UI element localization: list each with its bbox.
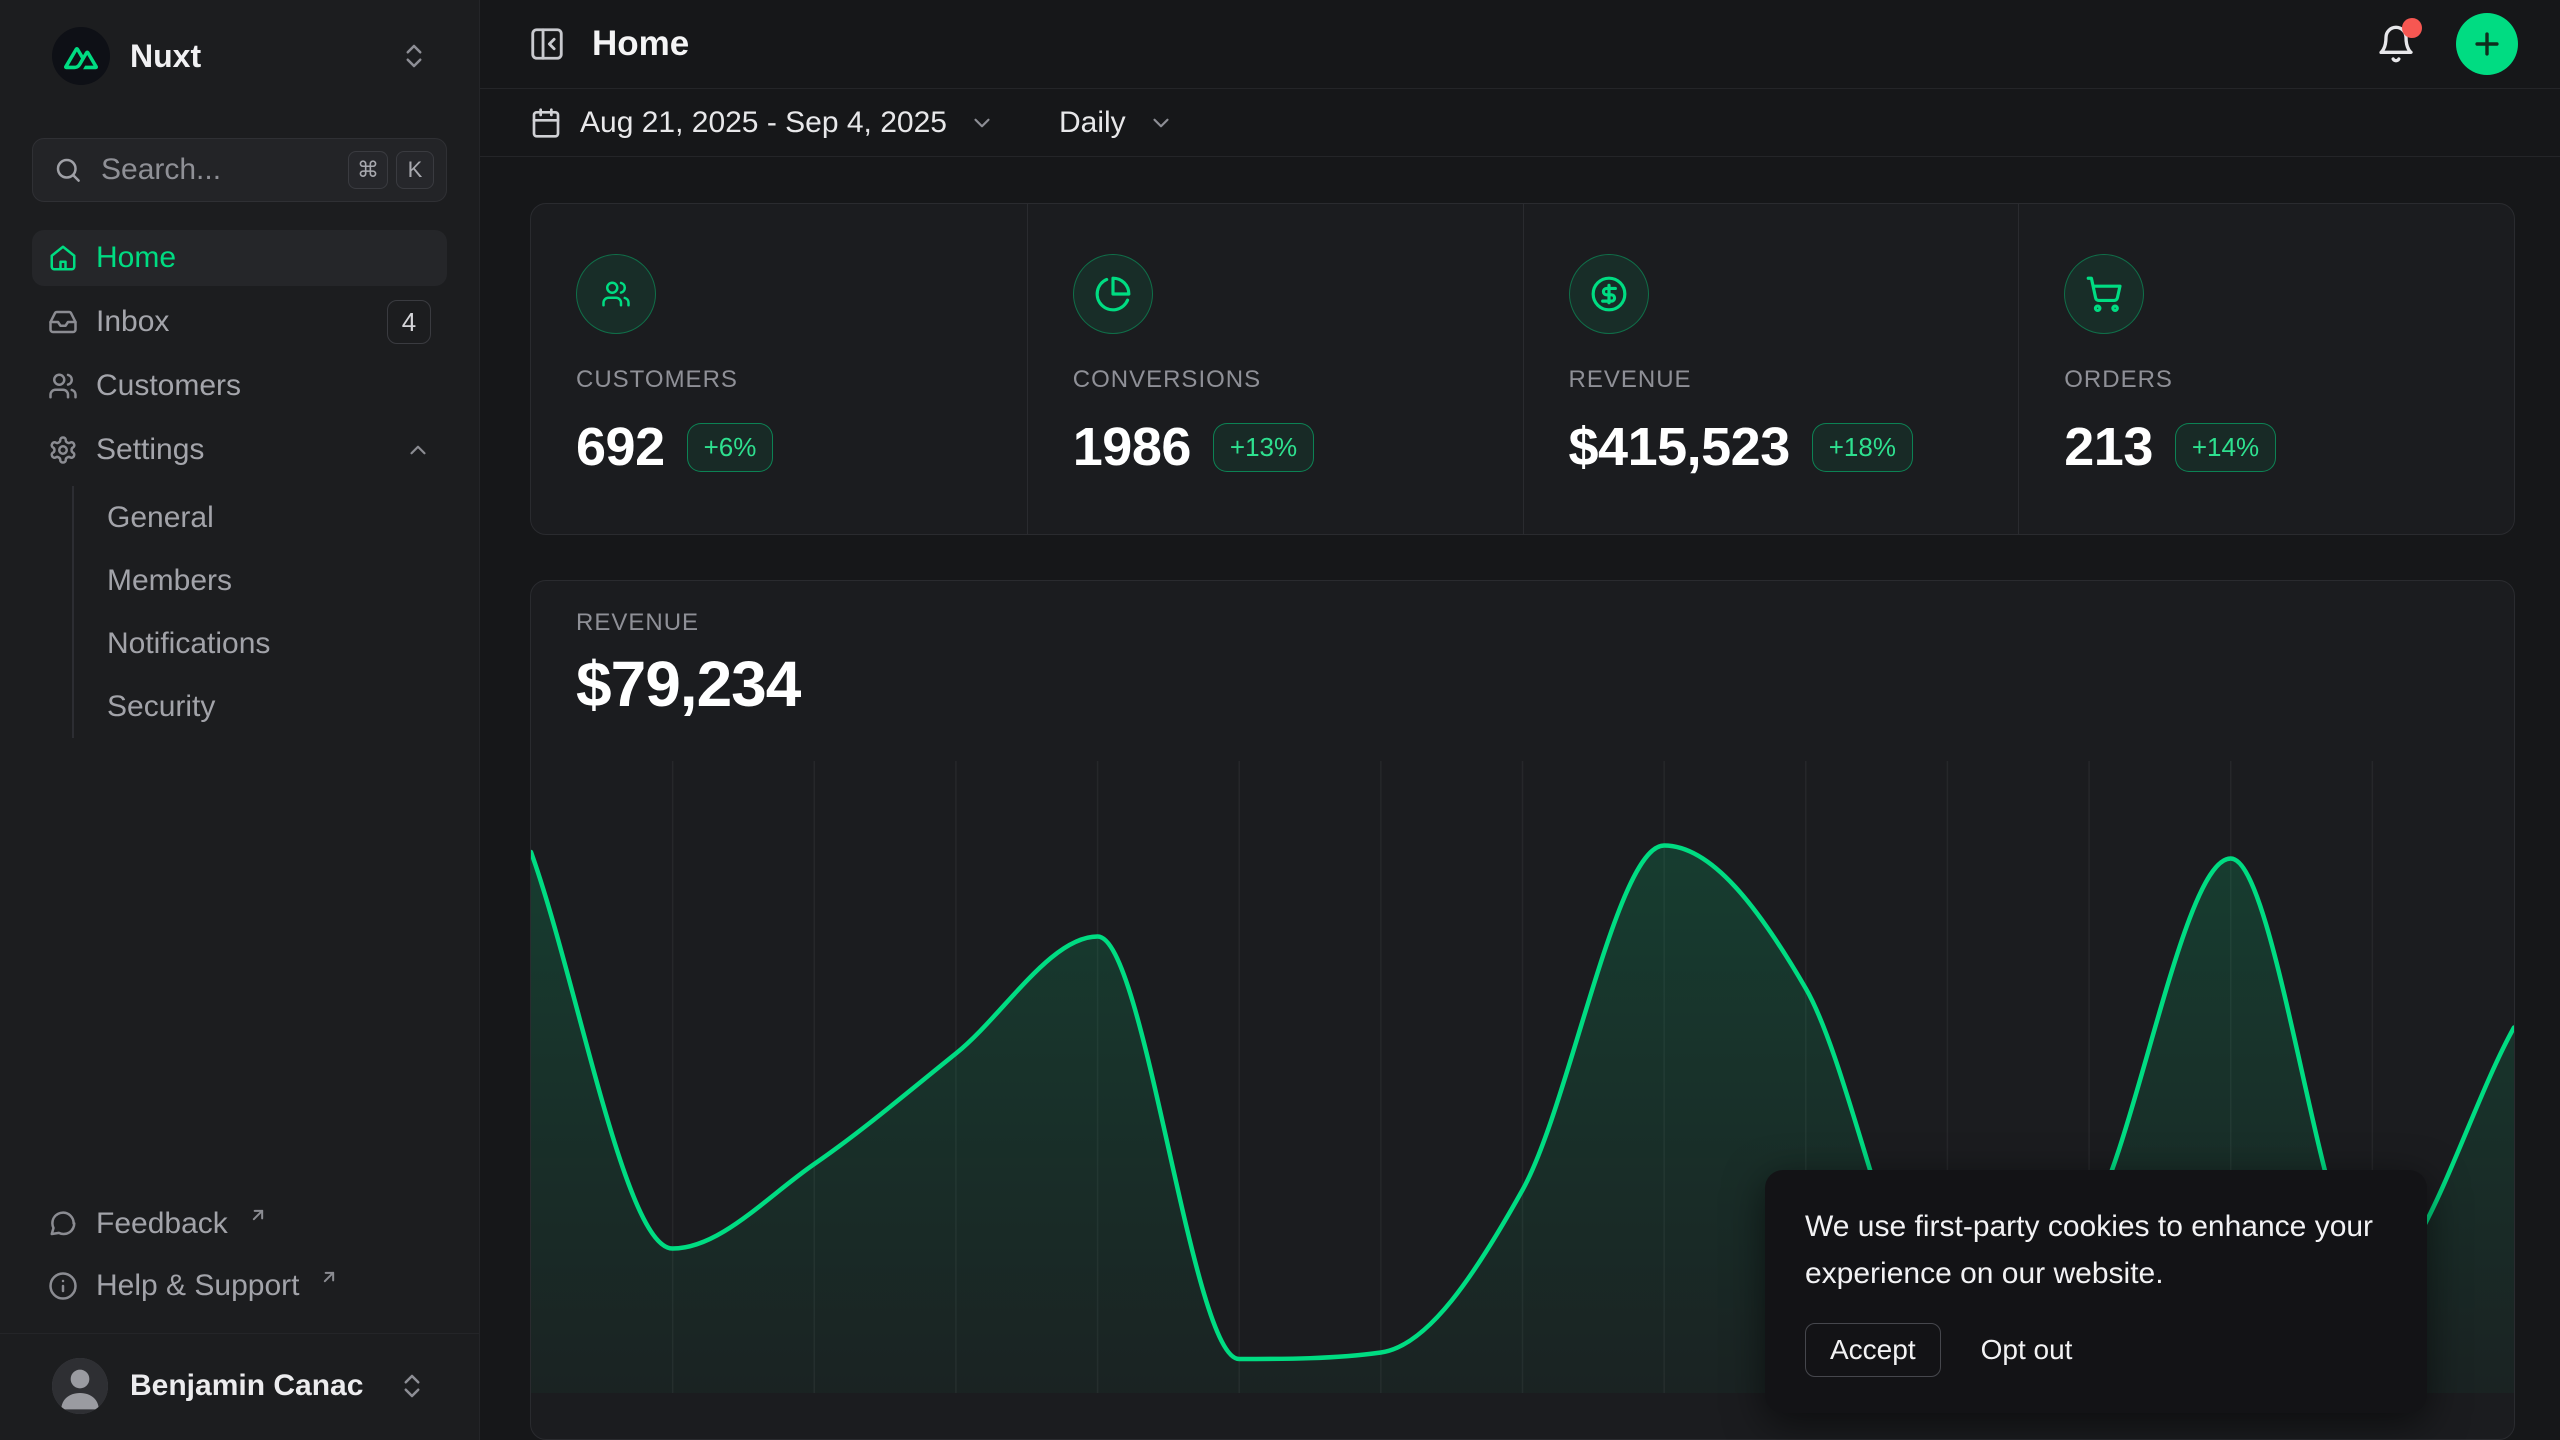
inbox-icon [48,307,78,337]
user-name: Benjamin Canac [130,1369,363,1403]
sidebar-item-customers[interactable]: Customers [32,358,447,414]
add-button[interactable] [2456,13,2518,75]
sidebar-spacer [32,748,447,1193]
cookie-banner: We use first-party cookies to enhance yo… [1765,1170,2427,1413]
chevron-down-icon [969,110,995,136]
sidebar-item-general[interactable]: General [74,486,447,549]
stat-delta-badge: +13% [1213,423,1314,472]
stat-delta-badge: +18% [1812,423,1913,472]
footer-link-label: Feedback [96,1207,228,1241]
notifications-button[interactable] [2370,18,2422,70]
external-link-icon [248,1205,268,1225]
kbd-k: K [396,151,434,189]
stat-card-orders: ORDERS 213 +14% [2018,204,2514,534]
date-range-label: Aug 21, 2025 - Sep 4, 2025 [580,106,947,140]
cookie-actions: Accept Opt out [1805,1323,2387,1377]
cart-icon [2064,254,2144,334]
sidebar-item-label: Customers [96,369,241,403]
sidebar-item-inbox[interactable]: Inbox 4 [32,294,447,350]
chevron-up-icon [405,437,431,463]
revenue-label: REVENUE [576,609,2469,637]
external-link-icon [319,1267,339,1287]
granularity-label: Daily [1059,106,1126,140]
team-switcher[interactable]: Nuxt [32,24,447,88]
user-menu[interactable]: Benjamin Canac [52,1346,427,1426]
user-section: Benjamin Canac [0,1333,479,1440]
sidebar-item-members[interactable]: Members [74,549,447,612]
stat-value: 692 [576,416,665,478]
sidebar-item-home[interactable]: Home [32,230,447,286]
cookie-message: We use first-party cookies to enhance yo… [1805,1204,2380,1297]
home-icon [48,243,78,273]
stat-label: REVENUE [1569,366,1974,394]
chevron-down-icon [1148,110,1174,136]
search-placeholder: Search... [101,153,221,187]
inbox-count-badge: 4 [387,300,431,344]
stat-card-customers: CUSTOMERS 692 +6% [531,204,1027,534]
stats-panel: CUSTOMERS 692 +6% CONVERSIONS 1986 +13% REVENU… [530,203,2515,535]
calendar-icon [530,107,562,139]
sidebar-item-label: Settings [96,433,204,467]
stat-delta-badge: +6% [687,423,774,472]
search-shortcut: ⌘ K [348,151,434,189]
stat-value: 1986 [1073,416,1191,478]
sidebar-footer-links: Feedback Help & Support [32,1193,447,1317]
stat-card-conversions: CONVERSIONS 1986 +13% [1027,204,1523,534]
revenue-value: $79,234 [576,647,2469,721]
filters-toolbar: Aug 21, 2025 - Sep 4, 2025 Daily [480,89,2560,157]
stat-card-revenue: REVENUE $415,523 +18% [1523,204,2019,534]
footer-link-label: Help & Support [96,1269,299,1303]
revenue-card-header: REVENUE $79,234 [531,581,2514,721]
users-icon [48,371,78,401]
sidebar: Nuxt Search... ⌘ K Home Inbox 4 Customers Se… [0,0,480,1440]
gear-icon [48,435,78,465]
chat-bubble-icon [48,1209,78,1239]
search-input[interactable]: Search... ⌘ K [32,138,447,202]
team-name: Nuxt [130,38,201,75]
opt-out-button[interactable]: Opt out [1961,1324,2093,1376]
users-icon [576,254,656,334]
sidebar-nav: Home Inbox 4 Customers Settings GeneralMember… [32,230,447,748]
stat-delta-badge: +14% [2175,423,2276,472]
granularity-select[interactable]: Daily [1059,106,1174,140]
info-icon [48,1271,78,1301]
stat-label: CONVERSIONS [1073,366,1478,394]
stat-label: ORDERS [2064,366,2469,394]
chevrons-up-down-icon [397,1371,427,1401]
pie-chart-icon [1073,254,1153,334]
dollar-circle-icon [1569,254,1649,334]
notification-dot [2402,18,2422,38]
date-range-picker[interactable]: Aug 21, 2025 - Sep 4, 2025 [530,106,995,140]
sidebar-item-settings[interactable]: Settings [32,422,447,478]
kbd-command: ⌘ [348,151,388,189]
sidebar-item-label: Home [96,241,176,275]
search-icon [53,155,83,185]
accept-button[interactable]: Accept [1805,1323,1941,1377]
topbar: Home [480,0,2560,89]
stat-value: $415,523 [1569,416,1790,478]
nuxt-logo-icon [52,27,110,85]
topbar-actions [2370,13,2518,75]
stat-value: 213 [2064,416,2153,478]
sidebar-item-notifications[interactable]: Notifications [74,612,447,675]
sidebar-item-security[interactable]: Security [74,675,447,738]
help-support-link[interactable]: Help & Support [32,1255,447,1317]
chevrons-up-down-icon [399,41,429,71]
settings-sub-list: GeneralMembersNotificationsSecurity [72,486,447,738]
sidebar-item-label: Inbox [96,305,169,339]
feedback-link[interactable]: Feedback [32,1193,447,1255]
plus-icon [2470,27,2504,61]
page-title: Home [592,24,689,64]
stat-label: CUSTOMERS [576,366,982,394]
collapse-sidebar-button[interactable] [528,25,566,63]
avatar [52,1358,108,1414]
